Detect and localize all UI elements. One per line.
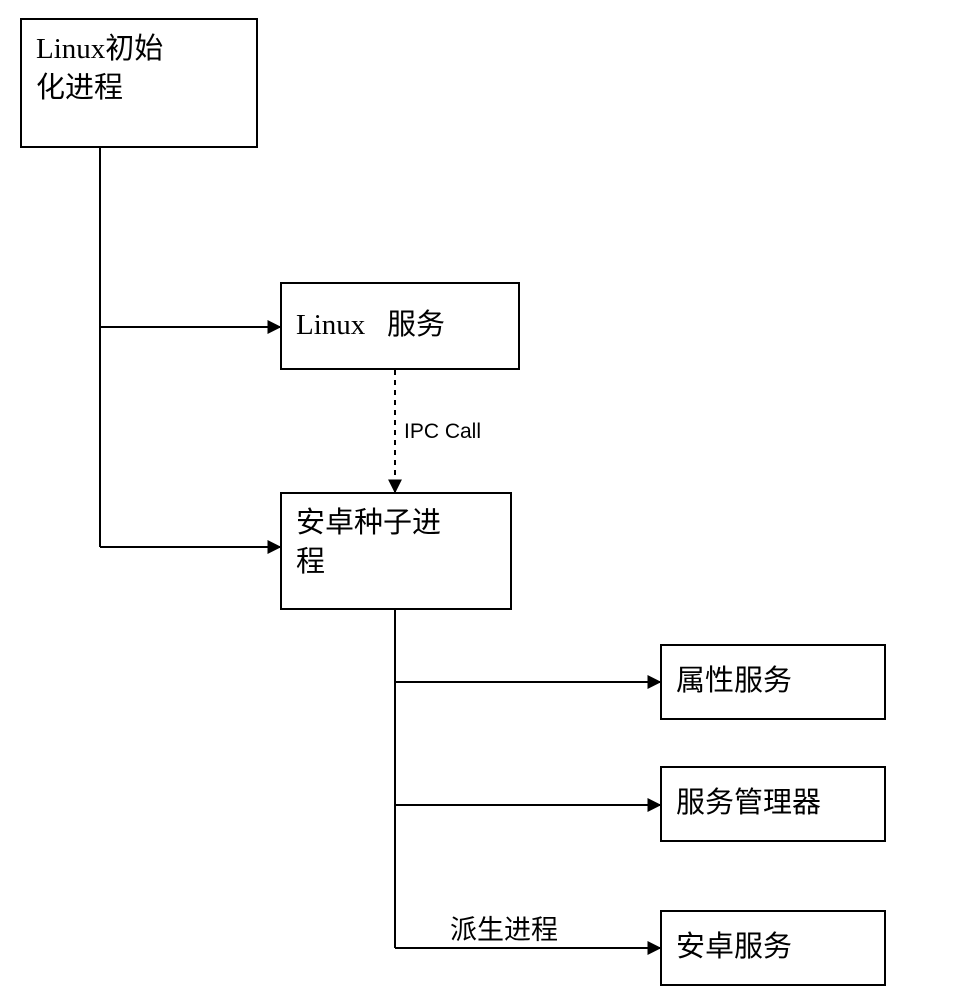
node-label: Linux 服务 bbox=[296, 306, 445, 345]
node-label: 属性服务 bbox=[676, 662, 792, 701]
node-android-seed: 安卓种子进 程 bbox=[280, 492, 512, 610]
node-label-line1: Linux初始 bbox=[36, 33, 163, 65]
edge-label-ipc-call: IPC Call bbox=[404, 420, 481, 444]
node-label-line2: 程 bbox=[296, 546, 325, 578]
node-linux-init: Linux初始 化进程 bbox=[20, 18, 258, 148]
edge-label-text: IPC Call bbox=[404, 420, 481, 443]
node-attr-service: 属性服务 bbox=[660, 644, 886, 720]
node-service-manager: 服务管理器 bbox=[660, 766, 886, 842]
node-android-service: 安卓服务 bbox=[660, 910, 886, 986]
node-label-line1: 安卓种子进 bbox=[296, 507, 441, 539]
node-linux-service: Linux 服务 bbox=[280, 282, 520, 370]
node-label-line2: 化进程 bbox=[36, 72, 123, 104]
edge-label-text: 派生进程 bbox=[450, 915, 558, 945]
node-label: 服务管理器 bbox=[676, 784, 821, 823]
node-label: 安卓服务 bbox=[676, 928, 792, 967]
edge-label-spawn: 派生进程 bbox=[450, 908, 558, 947]
